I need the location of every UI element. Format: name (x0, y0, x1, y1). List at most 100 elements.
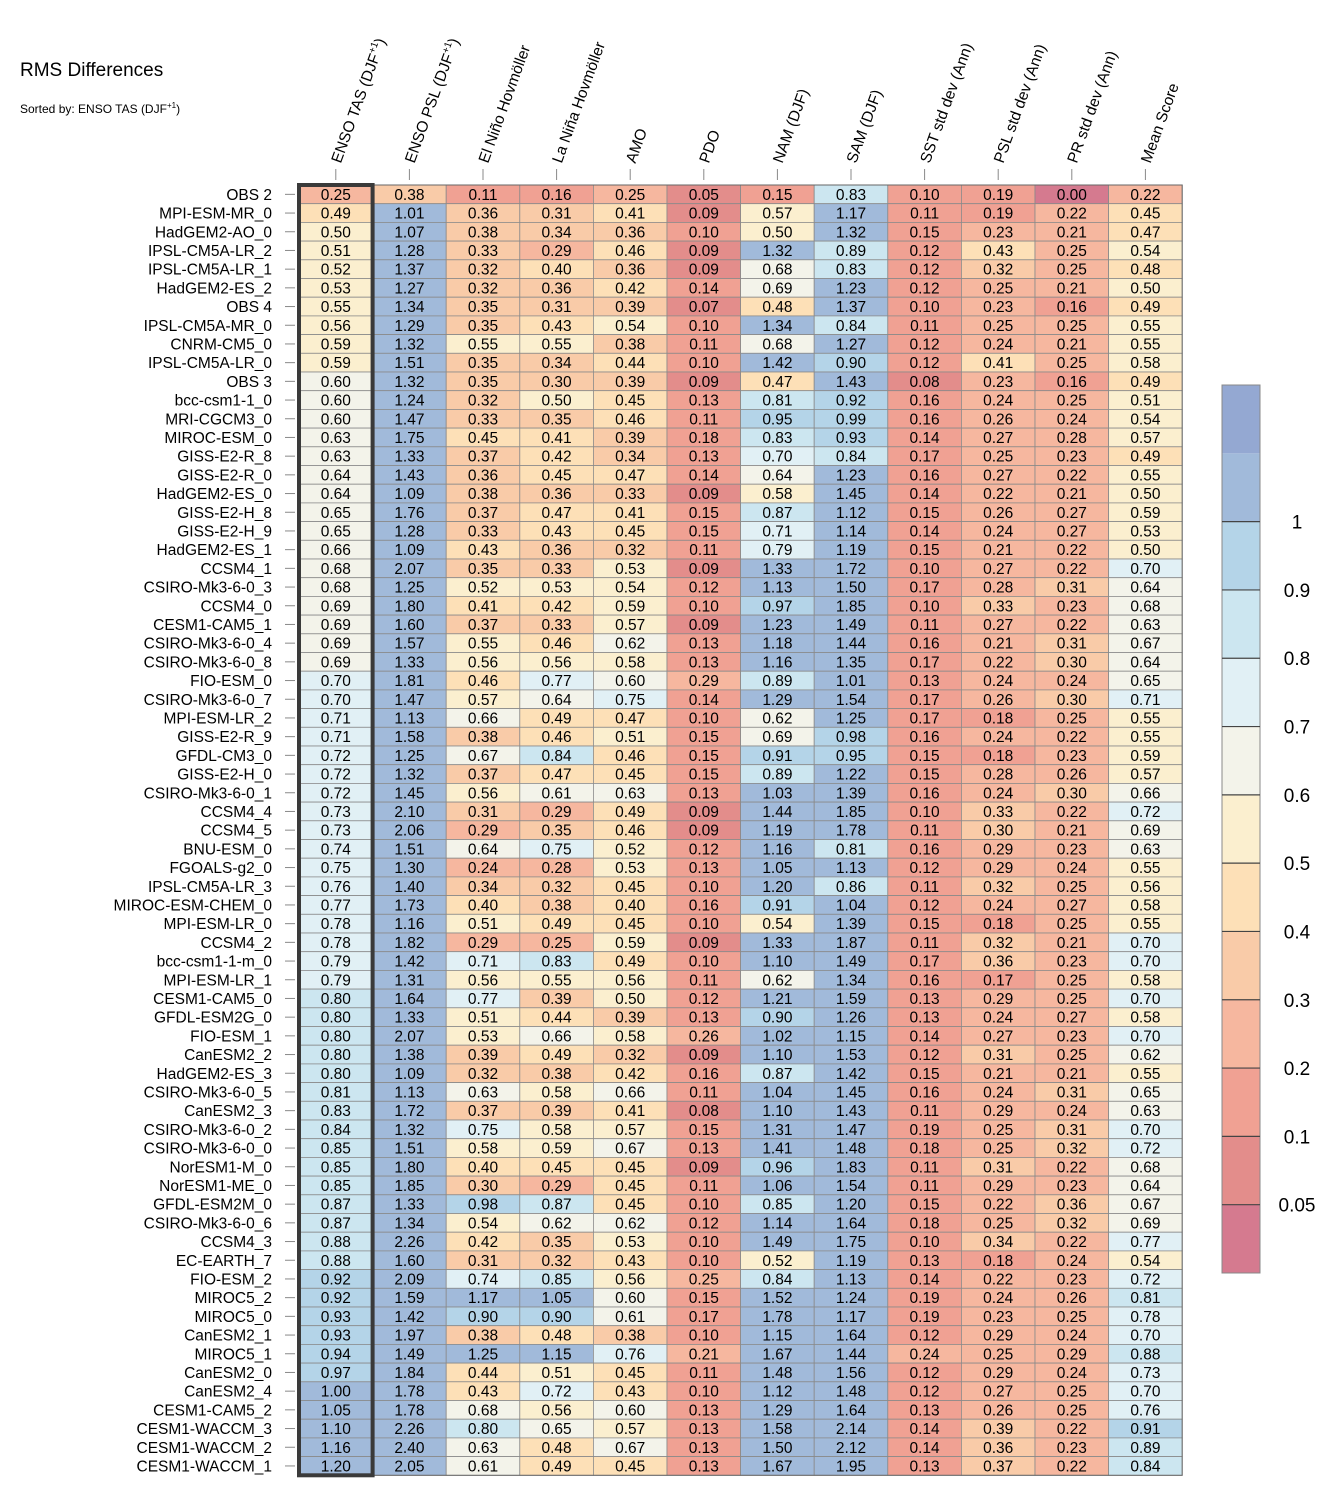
cell-value-label: 0.36 (615, 262, 645, 279)
cell-value-label: 0.29 (542, 804, 572, 821)
cell-value-label: 1.64 (836, 1215, 867, 1232)
cell-value-label: 1.19 (836, 542, 866, 559)
cell-value-label: 2.06 (394, 823, 424, 840)
cell-value-label: 0.09 (689, 262, 719, 279)
cell-value-label: 0.23 (1057, 1271, 1087, 1288)
cell-value-label: 0.85 (542, 1271, 572, 1288)
cell-value-label: 0.10 (689, 1328, 720, 1345)
cell-value-label: 0.35 (468, 318, 498, 335)
cell-value-label: 0.51 (468, 916, 498, 933)
row-label: MRI-CGCM3_0 (165, 411, 272, 428)
cell-value-label: 0.13 (689, 1458, 719, 1475)
cell-value-label: 0.22 (1057, 1458, 1087, 1475)
cell-value-label: 0.24 (983, 1290, 1014, 1307)
cell-value-label: 0.25 (542, 935, 572, 952)
cell-value-label: 0.50 (762, 224, 793, 241)
cell-value-label: 0.15 (689, 748, 719, 765)
cell-value-label: 0.65 (1130, 1084, 1160, 1101)
cell-value-label: 0.55 (1130, 860, 1160, 877)
cell-value-label: 1.47 (836, 1122, 866, 1139)
cell-value-label: 0.25 (1057, 991, 1087, 1008)
cell-value-label: 0.51 (1130, 393, 1160, 410)
cell-value-label: 1.43 (836, 374, 866, 391)
cell-value-label: 0.24 (1057, 673, 1088, 690)
cell-value-label: 0.21 (1057, 935, 1087, 952)
cell-value-label: 0.65 (1130, 673, 1160, 690)
cell-value-label: 0.67 (615, 1141, 645, 1158)
cell-value-label: 0.35 (468, 355, 498, 372)
cell-value-label: 0.70 (1130, 954, 1161, 971)
cell-value-label: 0.83 (836, 187, 866, 204)
cell-value-label: 1.37 (836, 299, 866, 316)
cell-value-label: 0.47 (542, 505, 572, 522)
cell-value-label: 0.17 (910, 692, 940, 709)
cell-value-label: 0.39 (468, 1047, 498, 1064)
row-label: CESM1-CAM5_1 (153, 617, 272, 634)
cell-value-label: 1.00 (321, 1384, 352, 1401)
cell-value-label: 1.49 (836, 954, 866, 971)
cell-value-label: 1.13 (762, 580, 792, 597)
cell-value-label: 0.56 (1130, 879, 1160, 896)
cell-value-label: 0.40 (542, 262, 573, 279)
cell-value-label: 0.69 (321, 598, 351, 615)
cell-value-label: 1.85 (836, 804, 866, 821)
row-label: OBS 4 (226, 299, 272, 316)
cell-value-label: 0.63 (468, 1084, 498, 1101)
cell-value-label: 0.16 (910, 411, 940, 428)
row-label: MPI-ESM-LR_1 (163, 972, 272, 989)
cell-value-label: 1.33 (394, 654, 424, 671)
subtitle-superscript: +1 (166, 101, 177, 110)
cell-value-label: 0.92 (836, 393, 866, 410)
cell-value-label: 0.33 (615, 486, 645, 503)
cell-value-label: 0.55 (468, 636, 498, 653)
cell-value-label: 1.32 (394, 374, 424, 391)
cell-value-label: 0.09 (689, 823, 719, 840)
cell-value-label: 0.60 (615, 1402, 646, 1419)
cell-value-label: 0.75 (468, 1122, 498, 1139)
cell-value-label: 0.14 (910, 1440, 941, 1457)
cell-value-label: 0.12 (910, 262, 940, 279)
cell-value-label: 1.17 (836, 1309, 866, 1326)
cell-value-label: 0.31 (1057, 1122, 1087, 1139)
cell-value-label: 0.24 (1057, 860, 1088, 877)
cell-value-label: 0.36 (983, 954, 1013, 971)
cell-value-label: 0.62 (762, 972, 792, 989)
cell-value-label: 1.57 (394, 636, 424, 653)
cell-value-label: 0.77 (468, 991, 498, 1008)
cell-value-label: 0.59 (615, 598, 645, 615)
cell-value-label: 0.25 (1057, 243, 1087, 260)
cell-value-label: 1.32 (394, 767, 424, 784)
cell-value-label: 0.73 (321, 823, 351, 840)
row-label: CESM1-WACCM_1 (137, 1458, 273, 1475)
cell-value-label: 0.33 (983, 598, 1013, 615)
cell-value-label: 0.13 (689, 860, 719, 877)
cell-value-label: 1.23 (836, 280, 866, 297)
cell-value-label: 0.63 (1130, 617, 1160, 634)
cell-value-label: 0.91 (762, 897, 792, 914)
cell-value-label: 1.19 (762, 823, 792, 840)
cell-value-label: 0.85 (321, 1159, 351, 1176)
cell-value-label: 0.48 (1130, 262, 1160, 279)
cell-value-label: 0.10 (689, 1253, 720, 1270)
subtitle-end: ) (176, 102, 181, 116)
cell-value-label: 0.22 (1057, 1421, 1087, 1438)
colorbar-tick-label: 0.6 (1284, 786, 1310, 807)
cell-value-label: 0.11 (910, 1178, 939, 1195)
cell-value-label: 2.26 (394, 1421, 424, 1438)
cell-value-label: 1.48 (836, 1384, 866, 1401)
cell-value-label: 0.45 (615, 916, 645, 933)
cell-value-label: 0.58 (1130, 355, 1160, 372)
cell-value-label: 0.53 (615, 1234, 645, 1251)
cell-value-label: 1.01 (836, 673, 866, 690)
cell-value-label: 0.11 (689, 542, 718, 559)
cell-value-label: 0.29 (983, 860, 1013, 877)
row-label: GISS-E2-R_9 (177, 729, 272, 746)
cell-value-label: 1.13 (836, 860, 866, 877)
cell-value-label: 0.33 (542, 617, 572, 634)
row-label: GISS-E2-R_8 (177, 449, 272, 466)
cell-value-label: 1.42 (762, 355, 792, 372)
cell-value-label: 0.67 (615, 1440, 645, 1457)
cell-value-label: 0.64 (1130, 1178, 1161, 1195)
cell-value-label: 0.33 (468, 523, 498, 540)
cell-value-label: 0.59 (321, 336, 351, 353)
